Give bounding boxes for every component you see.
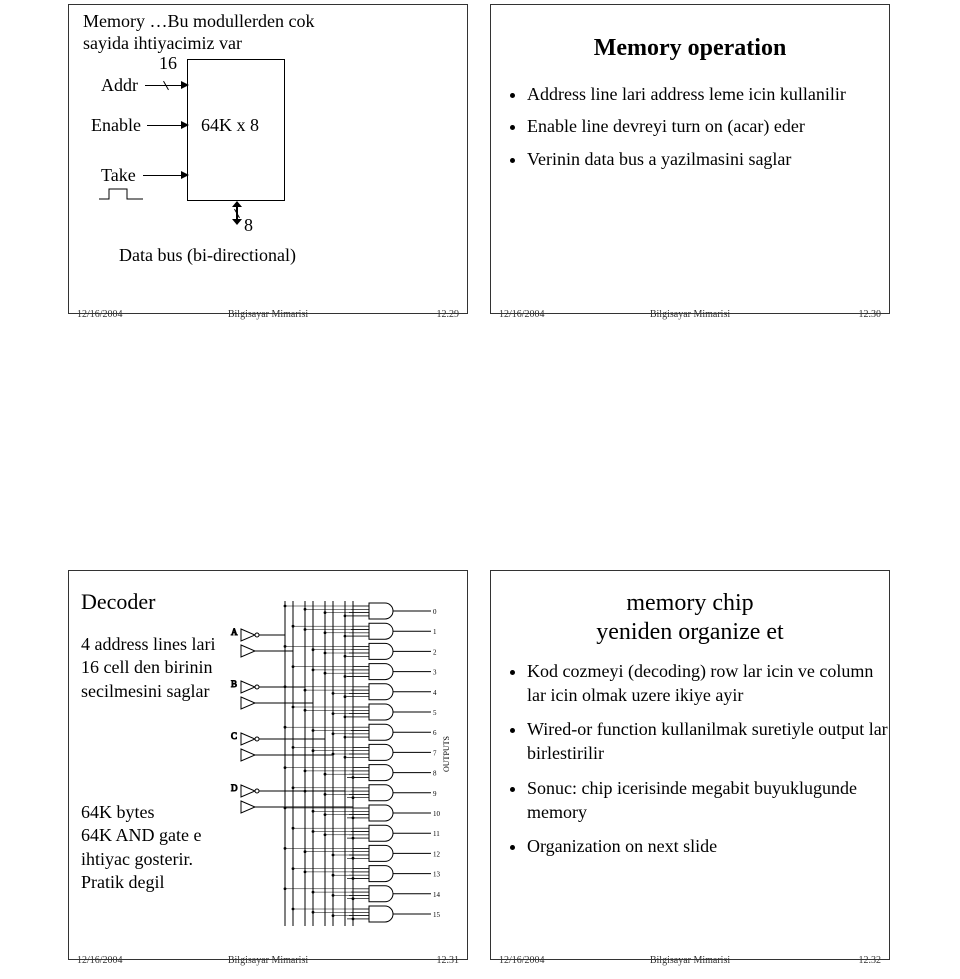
svg-text:D: D [231,783,238,793]
label-64kx8: 64K x 8 [201,115,259,136]
svg-text:B: B [231,679,237,689]
footer-source: Bilgisayar Mimarisi [650,955,730,966]
slide-memory-chip-reorg: memory chip yeniden organize et Kod cozm… [490,570,890,960]
svg-text:A: A [231,627,238,637]
svg-text:4: 4 [433,689,437,697]
memory-title: Memory …Bu modullerden cok sayida ihtiya… [83,11,333,54]
footer-date: 12/16/2004 [499,309,545,320]
footer-page: 12.30 [859,309,882,320]
label-data-bus: Data bus (bi-directional) [119,245,296,266]
bullets-memory-chip: Kod cozmeyi (decoding) row lar icin ve c… [491,659,889,859]
bullet-1: Address line lari address leme icin kull… [527,82,889,106]
decoder-paragraph-2: 64K bytes 64K AND gate e ihtiyac gosteri… [81,801,231,895]
slide-decoder: Decoder 4 address lines lari 16 cell den… [68,570,468,960]
bullet-4: Organization on next slide [527,834,889,858]
footer-page: 12.29 [437,309,460,320]
svg-text:15: 15 [433,911,441,919]
svg-text:0: 0 [433,608,437,616]
footer-source: Bilgisayar Mimarisi [228,955,308,966]
svg-text:C: C [231,731,237,741]
svg-text:14: 14 [433,891,441,899]
svg-text:1: 1 [433,628,437,636]
title-memory-operation: Memory operation [491,35,889,62]
slide-memory-operation: Memory operation Address line lari addre… [490,4,890,314]
svg-text:13: 13 [433,871,441,879]
enable-arrowhead [181,121,189,129]
title-line-2: yeniden organize et [596,619,783,645]
label-enable: Enable [91,115,141,136]
footer-page: 12.31 [437,955,460,966]
label-16: 16 [159,53,177,74]
bullet-3: Sonuc: chip icerisinde megabit buyuklugu… [527,776,889,825]
svg-text:2: 2 [433,648,437,656]
title-line-1: memory chip [626,590,753,616]
footer-date: 12/16/2004 [77,309,123,320]
svg-text:3: 3 [433,669,437,677]
svg-text:7: 7 [433,749,437,757]
label-addr: Addr [101,75,138,96]
svg-text:9: 9 [433,790,437,798]
svg-text:OUTPUTS: OUTPUTS [442,736,451,772]
svg-text:10: 10 [433,810,441,818]
footer-page: 12.32 [859,955,882,966]
footer-source: Bilgisayar Mimarisi [650,309,730,320]
bullet-1: Kod cozmeyi (decoding) row lar icin ve c… [527,659,889,708]
footer-date: 12/16/2004 [77,955,123,966]
svg-text:6: 6 [433,729,437,737]
decoder-paragraph-1: 4 address lines lari 16 cell den birinin… [81,633,231,703]
title-decoder: Decoder [81,589,156,615]
decoder-diagram: INPUTS A B C [221,591,457,936]
label-8: 8 [244,215,253,236]
slide-memory-block: Memory …Bu modullerden cok sayida ihtiya… [68,4,468,314]
bullets-memory-operation: Address line lari address leme icin kull… [491,82,889,171]
label-take: Take [101,165,136,186]
bullet-3: Verinin data bus a yazilmasini saglar [527,147,889,171]
footer-date: 12/16/2004 [499,955,545,966]
svg-text:11: 11 [433,830,440,838]
svg-text:8: 8 [433,770,437,778]
svg-text:5: 5 [433,709,437,717]
bullet-2: Enable line devreyi turn on (acar) eder [527,114,889,138]
clock-pulse-icon [99,187,143,199]
svg-text:12: 12 [433,850,441,858]
take-arrowhead [181,171,189,179]
addr-arrowhead [181,81,189,89]
title-memory-chip: memory chip yeniden organize et [491,589,889,647]
footer-source: Bilgisayar Mimarisi [228,309,308,320]
bullet-2: Wired-or function kullanilmak suretiyle … [527,717,889,766]
